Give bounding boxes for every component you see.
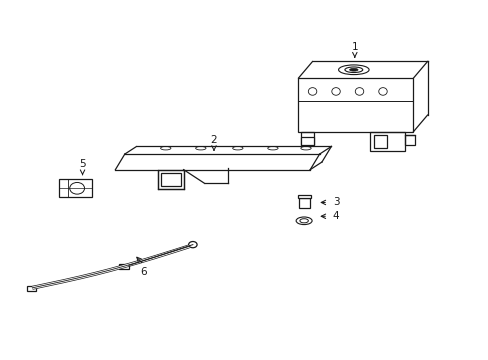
Bar (404, 135, 414, 145)
Bar (59, 179, 92, 197)
Ellipse shape (349, 68, 357, 71)
Bar (298, 78, 413, 132)
Text: 4: 4 (332, 211, 339, 221)
Circle shape (188, 242, 197, 248)
Bar (118, 264, 129, 269)
Bar (299, 198, 309, 208)
Text: 6: 6 (140, 267, 146, 276)
Bar (300, 137, 313, 145)
Bar (373, 135, 386, 148)
Bar (161, 173, 181, 186)
Bar (369, 132, 404, 150)
Bar (297, 194, 310, 198)
Text: 2: 2 (210, 135, 217, 145)
Text: 1: 1 (351, 42, 357, 52)
Bar (158, 170, 183, 189)
Bar (27, 286, 36, 291)
Text: 5: 5 (79, 159, 86, 170)
Bar (300, 132, 313, 145)
Text: 3: 3 (332, 198, 339, 207)
